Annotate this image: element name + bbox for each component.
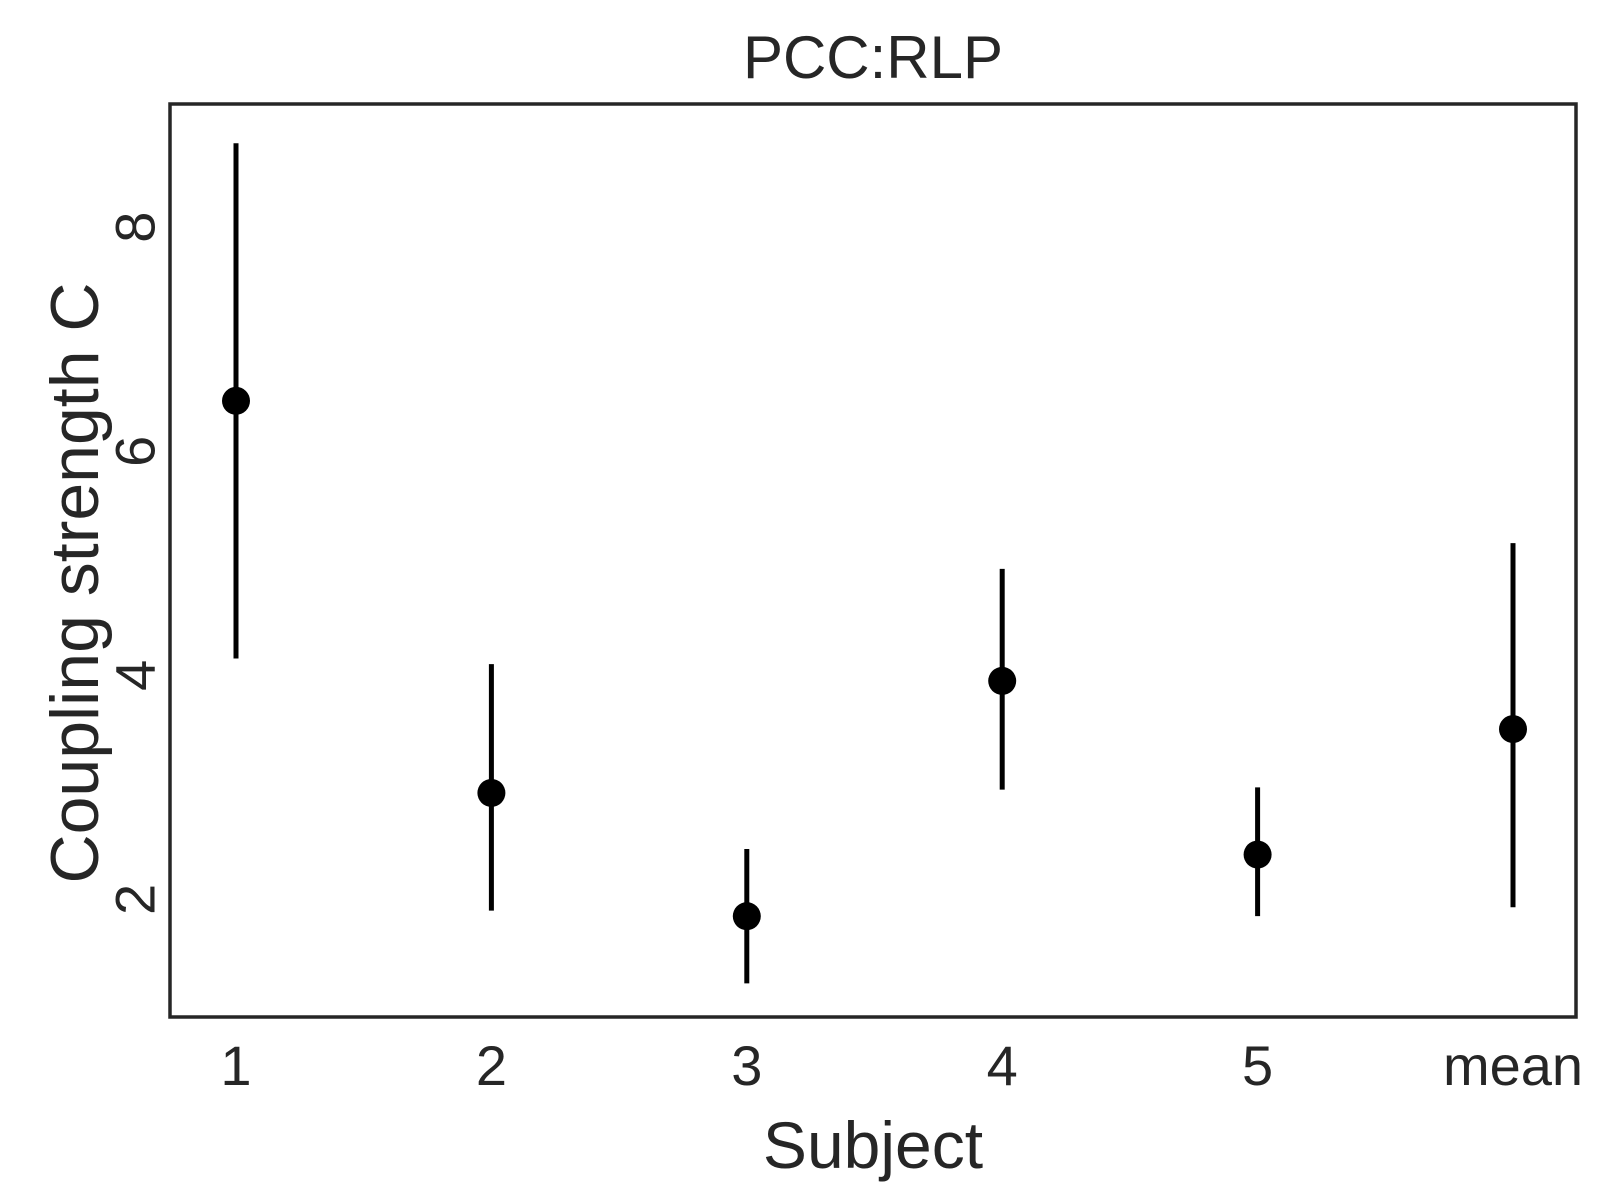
x-tick-label: 5	[1242, 1034, 1273, 1097]
data-point-5	[1243, 840, 1272, 869]
data-point-2	[477, 778, 506, 807]
x-tick-label: 1	[220, 1034, 251, 1097]
plot-marks	[222, 143, 1527, 984]
plot-frame	[168, 102, 1578, 1019]
x-tick-label: 4	[987, 1034, 1018, 1097]
y-tick-label: 2	[104, 884, 167, 915]
x-tick-label: 3	[731, 1034, 762, 1097]
x-tick-labels: 1 2 3 4 5 mean	[220, 1034, 1583, 1097]
data-point-3	[732, 902, 761, 931]
x-axis-label: Subject	[763, 1108, 983, 1182]
data-point-4	[988, 666, 1017, 695]
y-tick-label: 8	[104, 212, 167, 243]
data-point-1	[222, 386, 250, 415]
y-tick-label: 4	[104, 660, 167, 691]
data-point-mean	[1499, 715, 1527, 744]
chart-title: PCC:RLP	[743, 24, 1003, 91]
x-tick-label: mean	[1443, 1034, 1583, 1097]
y-axis-label: Coupling strength C	[37, 282, 113, 883]
y-tick-label: 6	[104, 436, 167, 467]
y-tick-labels: 2 4 6 8	[104, 212, 167, 915]
x-tick-label: 2	[476, 1034, 507, 1097]
